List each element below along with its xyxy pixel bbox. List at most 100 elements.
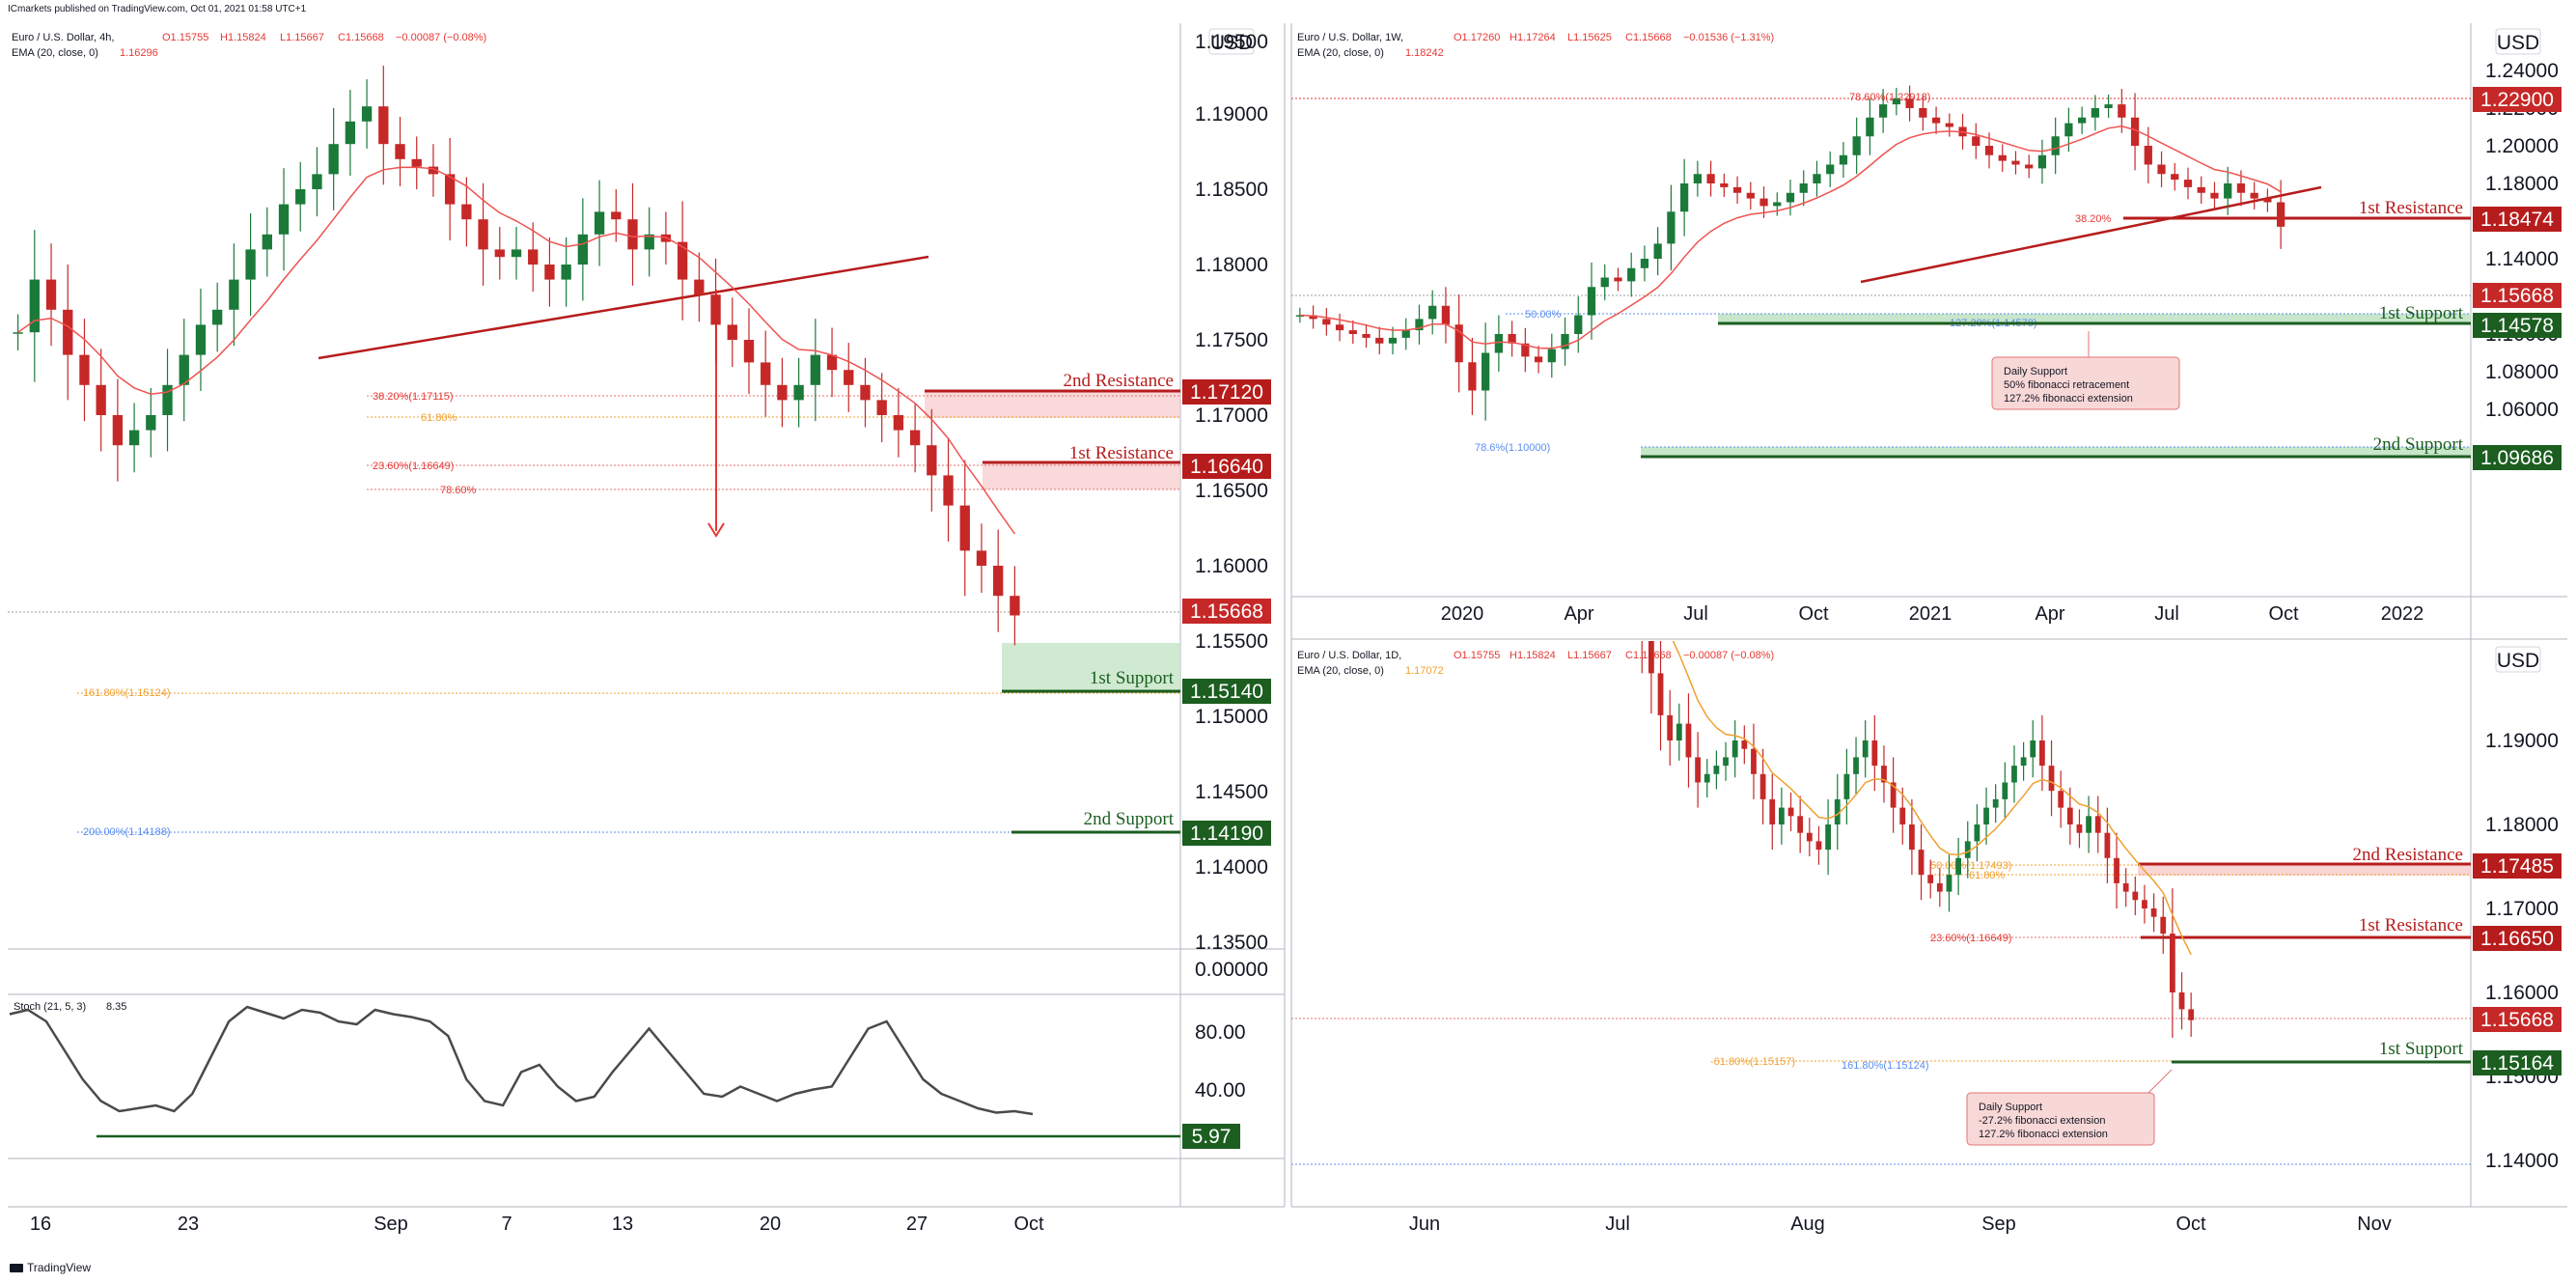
p4-note: Daily Support -27.2% fibonacci extension…: [1966, 1069, 2173, 1146]
candle: [1825, 824, 1831, 851]
p4-fib-50: 50.00%(1.17493): [1930, 860, 2011, 872]
y-tick-label: 1.15500: [1195, 630, 1268, 653]
svg-text:1.09686: 1.09686: [2480, 447, 2554, 469]
candle: [1547, 349, 1556, 363]
p4-currency-badge[interactable]: [2495, 646, 2541, 673]
p3-currency-badge[interactable]: [2495, 28, 2541, 55]
candle: [278, 204, 290, 235]
candle: [1653, 243, 1662, 259]
x-tick-label: 23: [178, 1214, 199, 1235]
candle: [1401, 330, 1410, 338]
candle: [128, 430, 140, 446]
p4-close: C1.15668: [1625, 650, 1672, 661]
candle: [1936, 882, 1943, 892]
svg-text:1.14190: 1.14190: [1190, 823, 1263, 845]
candle: [594, 211, 605, 235]
candle: [1769, 798, 1776, 824]
candle: [1521, 343, 1530, 357]
p3-high: H1.17264: [1510, 32, 1556, 43]
candle: [2076, 824, 2083, 833]
candle: [2142, 900, 2147, 908]
p3-1st-support-label: 1st Support: [2379, 303, 2464, 323]
x-tick-label: Aug: [1790, 1214, 1825, 1235]
candle: [2030, 740, 2036, 758]
candle: [1627, 267, 1636, 282]
y-tick-label: 1.19000: [2485, 730, 2559, 752]
candle: [112, 415, 124, 446]
candle: [761, 362, 771, 385]
stoch-ytop: 0.00000: [1195, 959, 1268, 981]
svg-text:1.14578: 1.14578: [2480, 315, 2554, 337]
candle: [395, 144, 405, 159]
candle: [2091, 108, 2099, 118]
p1-change: −0.00087 (−0.08%): [396, 32, 486, 43]
p1-price-badges: 1.17120 1.16640 1.15668 1.15140 1.14190: [1182, 379, 1271, 846]
candle: [345, 121, 356, 145]
candle: [1815, 841, 1822, 851]
candle: [1415, 319, 1424, 331]
p3-2nd-support-label: 2nd Support: [2373, 434, 2464, 455]
p3-zone-1st-support: [1718, 314, 2471, 323]
candle: [1853, 757, 1859, 774]
x-tick-label: Apr: [2035, 603, 2064, 625]
p3-currency: USD: [2497, 32, 2539, 54]
candle: [1010, 596, 1020, 616]
candle: [1879, 104, 1888, 118]
p1-1st-resistance-label: 1st Resistance: [1069, 443, 1174, 463]
candle: [727, 324, 737, 340]
candle: [1667, 714, 1674, 740]
p4-open: O1.15755: [1454, 650, 1500, 661]
x-tick-label: Apr: [1564, 603, 1593, 625]
candle: [478, 219, 488, 250]
candle: [13, 332, 23, 334]
candle: [1587, 287, 1596, 316]
p3-x-axis: 2020 Apr Jul Oct 2021 Apr Jul Oct 2022: [1441, 603, 2424, 625]
p1-open: O1.15755: [162, 32, 208, 43]
p1-fib-lines: [8, 395, 1180, 833]
candle: [1309, 315, 1317, 320]
candle: [1482, 352, 1490, 391]
x-tick-label: Oct: [2175, 1214, 2206, 1235]
p3-ema-value: 1.18242: [1405, 47, 1444, 59]
p4-ema-line: [1672, 641, 2192, 956]
p1-fib-78: 78.60%: [440, 485, 477, 496]
stoch-tick-40: 40.00: [1195, 1079, 1246, 1102]
candle: [229, 279, 239, 310]
x-tick-label: Jul: [1683, 603, 1708, 625]
p3-1st-resistance-label: 1st Resistance: [2359, 198, 2463, 218]
candle: [627, 219, 638, 250]
candle: [494, 249, 505, 258]
candle: [2132, 891, 2139, 901]
p1-ema-line: [17, 166, 1016, 535]
svg-text:Daily Support: Daily Support: [1979, 1102, 2042, 1113]
p1-currency-badge[interactable]: [1208, 28, 1255, 55]
candle: [1546, 522, 1552, 524]
p4-ema-label: EMA (20, close, 0): [1297, 665, 1384, 677]
candle: [2210, 192, 2219, 199]
candle: [1899, 807, 1906, 824]
p1-ytop: 1.19500: [1195, 31, 1268, 53]
candle: [2064, 123, 2073, 137]
candle: [1695, 757, 1701, 783]
x-tick-label: Oct: [2268, 603, 2299, 625]
p4-ema-value: 1.17072: [1405, 665, 1444, 677]
candle: [245, 249, 256, 280]
candle: [1779, 807, 1785, 824]
x-tick-label: Jul: [1605, 1214, 1630, 1235]
p1-close: C1.15668: [338, 32, 384, 43]
y-tick-label: 1.16500: [1195, 480, 1268, 502]
p1-2nd-support-label: 2nd Support: [1084, 809, 1175, 829]
candle: [2011, 160, 2020, 165]
candle: [262, 234, 272, 250]
candle: [1918, 850, 1925, 876]
svg-text:1.17120: 1.17120: [1190, 381, 1263, 404]
candle: [1984, 146, 1994, 155]
p3-candles: [1295, 85, 2285, 421]
candle: [1806, 832, 1813, 842]
y-tick-label: 1.14000: [1195, 856, 1268, 879]
candle: [2157, 164, 2166, 175]
candle: [328, 144, 339, 175]
candle: [876, 400, 887, 415]
candle: [2171, 174, 2179, 181]
candle: [909, 430, 921, 446]
